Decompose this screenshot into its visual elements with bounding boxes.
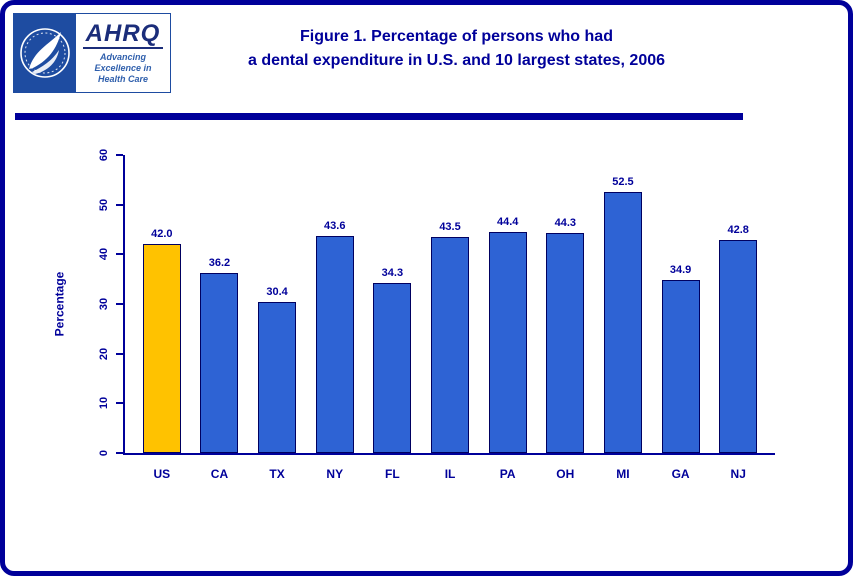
x-tick-label-oh: OH: [556, 467, 575, 481]
y-tick-label: 40: [98, 248, 110, 261]
bar-oh: [546, 232, 585, 453]
bars: 42.0 36.2 30.4 43.6 34.3 43.5 44.4 44.3 52.5 34.9…: [125, 155, 775, 453]
y-tick-label: 10: [98, 397, 110, 410]
y-tick-mark: [116, 352, 123, 355]
x-tick-label-il: IL: [444, 467, 456, 481]
bar-value-label-il: 43.5: [439, 220, 461, 233]
x-tick-label-mi: MI: [616, 467, 630, 481]
y-tick-label: 30: [98, 297, 110, 311]
ahrq-tagline-line1: Advancing Excellence in: [94, 52, 152, 73]
bar-fl: [373, 282, 412, 453]
bar-value-label-fl: 34.3: [381, 266, 404, 279]
ahrq-tagline-line2: Health Care: [97, 74, 149, 84]
bar-slot-oh: 44.3: [536, 155, 594, 453]
bar-il: [431, 236, 470, 453]
bar-value-label-nj: 42.8: [727, 224, 749, 237]
y-axis-title: Percentage: [52, 271, 67, 337]
x-tick-label-us: US: [153, 467, 171, 481]
bar-value-label-mi: 52.5: [612, 176, 634, 189]
figure-title-line2: a dental expenditure in U.S. and 10 larg…: [247, 52, 666, 69]
bar-tx: [258, 302, 297, 453]
y-axis-title-box: Percentage: [51, 155, 67, 453]
bar-value-label-us: 42.0: [151, 228, 173, 241]
bar-slot-ga: 34.9: [652, 155, 710, 453]
bar-slot-il: 43.5: [421, 155, 479, 453]
bar-slot-mi: 52.5: [594, 155, 652, 453]
ahrq-wordmark-block: AHRQ Advancing Excellence in Health Care: [76, 14, 170, 92]
figure-title-line1: Figure 1. Percentage of persons who had: [300, 28, 613, 45]
bar-mi: [603, 192, 642, 453]
y-tick-label: 20: [98, 347, 110, 360]
bar-slot-tx: 30.4: [248, 155, 306, 453]
bar-nj: [719, 240, 758, 453]
y-tick-mark: [116, 303, 123, 305]
bar-ny: [315, 236, 354, 453]
bar-value-label-pa: 44.4: [496, 216, 519, 229]
bar-slot-us: 42.0: [133, 155, 191, 453]
bar-us: [142, 244, 181, 453]
y-tick-mark: [116, 203, 123, 206]
bar-value-label-tx: 30.4: [266, 286, 288, 299]
y-tick-mark: [116, 154, 123, 156]
y-tick-mark: [116, 452, 123, 454]
y-tick-label: 50: [98, 198, 110, 211]
y-tick-mark: [116, 253, 123, 256]
figure-title: Figure 1. Percentage of persons who had …: [75, 25, 838, 73]
x-tick-label-nj: NJ: [730, 467, 746, 481]
bar-value-label-ca: 36.2: [208, 257, 231, 270]
hhs-seal-icon: [14, 14, 76, 92]
y-tick-label: 0: [98, 449, 110, 457]
x-tick-label-ny: NY: [326, 467, 344, 481]
hhs-eagle-icon: [20, 28, 70, 78]
bar-ga: [661, 279, 700, 453]
bar-value-label-oh: 44.3: [554, 216, 577, 229]
ahrq-tagline: Advancing Excellence in Health Care: [78, 52, 168, 85]
plot-area: 0 10 20 30 40 50 60 42.0 36.2 30.4 43.6 34.3 43.5 44…: [98, 149, 775, 481]
bar-slot-ny: 43.6: [306, 155, 364, 453]
y-tick-mark: [116, 402, 123, 405]
x-tick-label-tx: TX: [269, 467, 285, 481]
bar-ca: [200, 273, 239, 453]
header-divider: [15, 113, 743, 120]
bar-value-label-ga: 34.9: [669, 263, 692, 276]
x-tick-label-ca: CA: [210, 467, 229, 481]
bar-value-label-ny: 43.6: [324, 220, 346, 233]
x-tick-label-ga: GA: [671, 467, 690, 481]
x-tick-label-pa: PA: [499, 467, 516, 481]
bar-slot-fl: 34.3: [364, 155, 422, 453]
ahrq-wordmark: AHRQ: [82, 21, 164, 49]
bar-slot-ca: 36.2: [191, 155, 249, 453]
bar-slot-nj: 42.8: [709, 155, 767, 453]
y-tick-label: 60: [98, 148, 110, 162]
x-axis-labels: US CA TX NY FL IL PA OH MI GA NJ: [125, 467, 775, 481]
bar-slot-pa: 44.4: [479, 155, 537, 453]
x-tick-label-fl: FL: [385, 467, 400, 481]
bar-pa: [488, 232, 527, 453]
ahrq-logo: AHRQ Advancing Excellence in Health Care: [13, 13, 171, 93]
y-axis-ticks: 0 10 20 30 40 50 60: [98, 149, 775, 456]
